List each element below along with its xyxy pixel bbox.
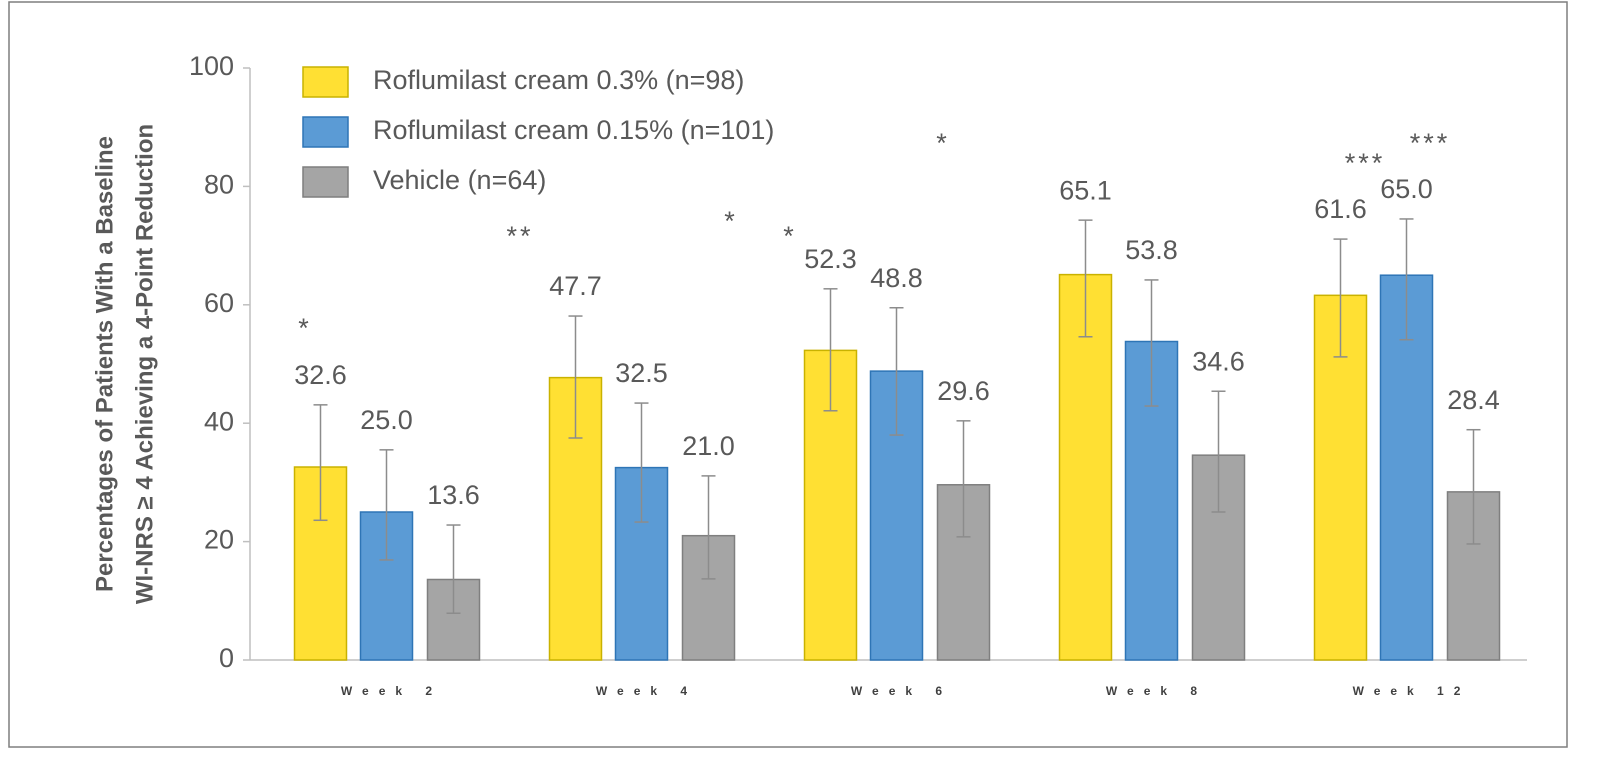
value-label: 32.6 [294,360,347,390]
value-label: 34.6 [1192,346,1245,376]
significance-marker: * [298,313,312,343]
value-label: 29.6 [937,376,990,406]
value-label: 32.5 [615,358,668,388]
error-bar [634,402,649,523]
value-label: 21.0 [682,431,735,461]
value-label: 47.7 [549,271,602,301]
y-tick-label: 0 [219,643,234,673]
y-tick-label: 20 [204,525,234,555]
legend-label: Roflumilast cream 0.3% (n=98) [373,65,744,95]
error-bar [313,404,328,522]
error-bar [1078,219,1093,338]
x-tick-label: Week 2 [341,684,442,698]
bar [1058,273,1113,661]
value-label: 48.8 [870,263,923,293]
error-bar [823,288,838,412]
legend-label: Vehicle (n=64) [373,165,546,195]
value-label: 65.1 [1059,175,1112,205]
x-tick-label: Week 6 [851,684,952,698]
y-axis-title: Percentages of Patients With a Baseline … [91,124,158,604]
error-bar [701,475,716,580]
legend-swatch [302,166,349,198]
legend-label: Roflumilast cream 0.15% (n=101) [373,115,774,145]
y-tick-label: 60 [204,288,234,318]
value-label: 25.0 [360,405,413,435]
y-tick-label: 80 [204,170,234,200]
x-tick-label: Week 4 [596,684,697,698]
value-label: 13.6 [427,480,480,510]
error-bar [889,307,904,436]
significance-marker: *** [1345,148,1386,178]
significance-marker: ** [506,221,533,251]
x-tick-label: Week 8 [1106,684,1207,698]
value-label: 52.3 [804,244,857,274]
frame [8,1,1568,748]
error-bar [1211,390,1226,513]
legend-swatch [302,116,349,148]
value-label: 28.4 [1447,385,1500,415]
error-bar [1144,279,1159,407]
bar [293,466,348,661]
significance-marker: * [936,128,950,158]
significance-marker: *** [1410,128,1451,158]
error-bar [1466,428,1481,545]
value-label: 61.6 [1314,194,1367,224]
significance-marker: * [783,221,797,251]
x-tick-label: Week 12 [1353,684,1471,698]
error-bar [1399,218,1414,341]
legend-swatch [302,66,349,98]
y-axis-title-line: Percentages of Patients With a Baseline [91,136,118,592]
error-bar [379,449,394,561]
y-tick-label: 40 [204,406,234,436]
y-axis-title-line: WI-NRS ≥ 4 Achieving a 4-Point Reduction [131,124,158,604]
error-bar [446,524,461,614]
error-bar [956,420,971,538]
value-label: 65.0 [1380,174,1433,204]
error-bar [568,315,583,439]
significance-marker: * [724,206,738,236]
y-tick-label: 100 [189,51,234,81]
value-label: 53.8 [1125,235,1178,265]
error-bar [1333,238,1348,358]
